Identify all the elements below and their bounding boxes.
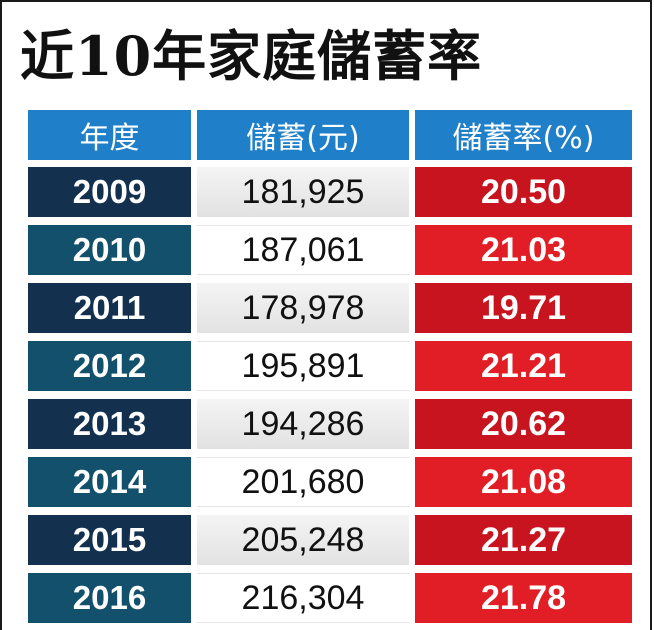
header-year: 年度: [28, 110, 191, 160]
rate-cell: 21.21: [415, 341, 632, 391]
year-cell: 2011: [28, 283, 191, 333]
table-row: 2010 187,061 21.03: [28, 225, 632, 275]
savings-cell: 181,925: [197, 167, 409, 217]
year-cell: 2014: [28, 457, 191, 507]
table-row: 2015 205,248 21.27: [28, 515, 632, 565]
table-row: 2013 194,286 20.62: [28, 399, 632, 449]
year-cell: 2015: [28, 515, 191, 565]
savings-cell: 178,978: [197, 283, 409, 333]
savings-cell: 187,061: [197, 225, 409, 275]
table-row: 2014 201,680 21.08: [28, 457, 632, 507]
rate-cell: 21.03: [415, 225, 632, 275]
rate-cell: 19.71: [415, 283, 632, 333]
year-cell: 2016: [28, 573, 191, 623]
year-cell: 2012: [28, 341, 191, 391]
savings-cell: 194,286: [197, 399, 409, 449]
table-row: 2009 181,925 20.50: [28, 167, 632, 217]
rate-cell: 21.08: [415, 457, 632, 507]
chart-title: 近10年家庭儲蓄率: [20, 24, 483, 88]
savings-cell: 201,680: [197, 457, 409, 507]
table-header-row: 年度 儲蓄(元) 儲蓄率(%): [28, 110, 632, 160]
table-row: 2012 195,891 21.21: [28, 341, 632, 391]
table-row: 2016 216,304 21.78: [28, 573, 632, 623]
rate-cell: 20.62: [415, 399, 632, 449]
rate-cell: 21.78: [415, 573, 632, 623]
rate-cell: 21.27: [415, 515, 632, 565]
savings-cell: 216,304: [197, 573, 409, 623]
header-savings: 儲蓄(元): [197, 110, 409, 160]
rate-cell: 20.50: [415, 167, 632, 217]
header-rate: 儲蓄率(%): [415, 110, 632, 160]
year-cell: 2013: [28, 399, 191, 449]
savings-cell: 195,891: [197, 341, 409, 391]
table-row: 2011 178,978 19.71: [28, 283, 632, 333]
savings-cell: 205,248: [197, 515, 409, 565]
year-cell: 2009: [28, 167, 191, 217]
year-cell: 2010: [28, 225, 191, 275]
